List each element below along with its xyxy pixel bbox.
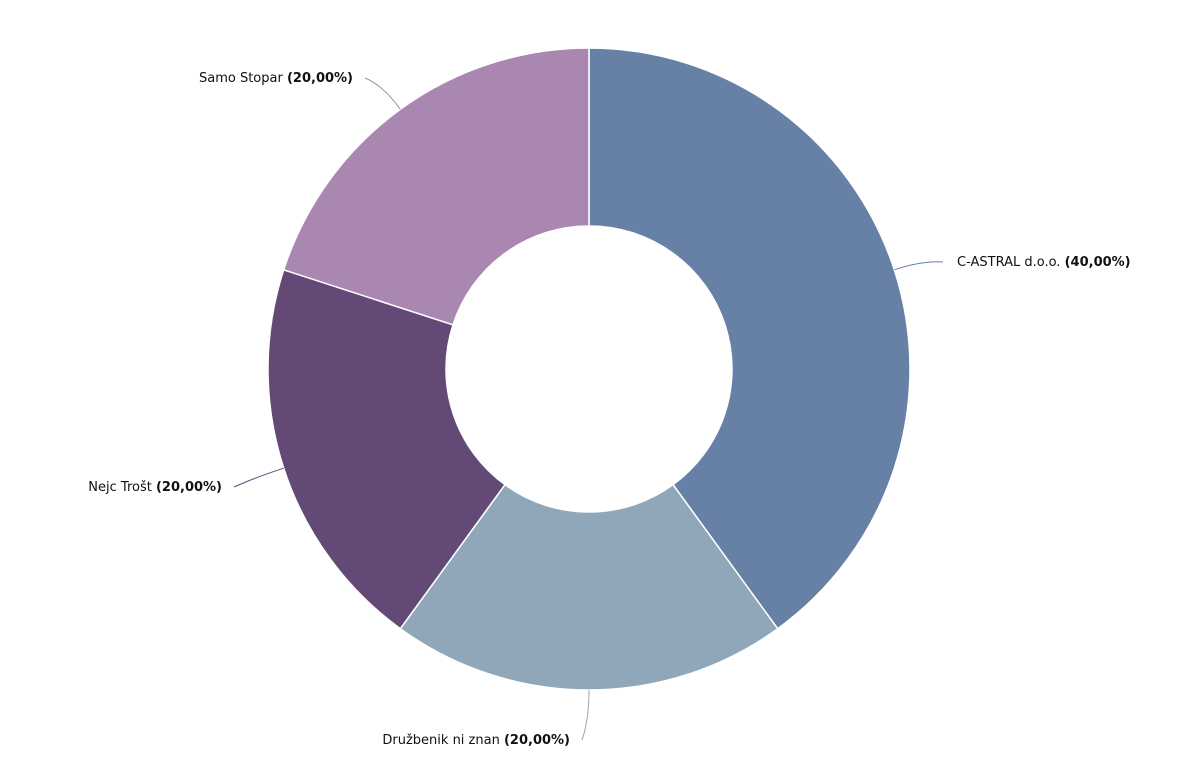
slice-name: Družbenik ni znan bbox=[382, 733, 499, 748]
slice-label: Družbenik ni znan (20,00%) bbox=[382, 733, 570, 748]
slice-name: Nejc Trošt bbox=[88, 480, 152, 495]
leader-line bbox=[581, 689, 590, 741]
slice-value: (20,00%) bbox=[504, 733, 570, 748]
donut-slice bbox=[282, 47, 590, 326]
slice-label: Samo Stopar (20,00%) bbox=[199, 71, 353, 86]
slice-value: (40,00%) bbox=[1065, 255, 1131, 270]
slice-value: (20,00%) bbox=[287, 71, 353, 86]
slice-label: C-ASTRAL d.o.o. (40,00%) bbox=[957, 255, 1131, 270]
donut-slice bbox=[267, 268, 506, 630]
leader-line bbox=[364, 77, 401, 110]
leader-line bbox=[894, 261, 944, 271]
slice-name: Samo Stopar bbox=[199, 71, 283, 86]
slice-value: (20,00%) bbox=[156, 480, 222, 495]
donut-slice bbox=[399, 483, 779, 691]
leader-line bbox=[233, 467, 284, 488]
slice-name: C-ASTRAL d.o.o. bbox=[957, 255, 1060, 270]
donut-slice bbox=[588, 47, 911, 630]
slice-label: Nejc Trošt (20,00%) bbox=[88, 480, 222, 495]
